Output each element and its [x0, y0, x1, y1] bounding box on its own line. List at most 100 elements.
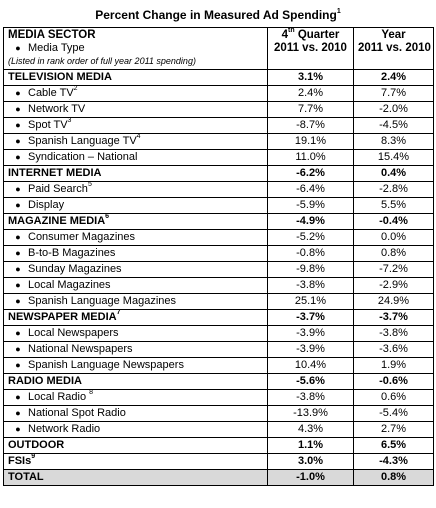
year-change-cell: 0.8%	[353, 245, 434, 262]
year-change-cell: 2.7%	[353, 421, 434, 438]
header-q4-word: Quarter	[294, 29, 340, 41]
row-label-cell: ● Consumer Magazines	[3, 229, 268, 246]
row-label-cell: ● Network Radio	[3, 421, 268, 438]
row-label: National Spot Radio	[28, 407, 126, 419]
year-change-cell: 0.6%	[353, 389, 434, 406]
table-row: ● Sunday Magazines -9.8% -7.2%	[3, 261, 434, 278]
row-label: OUTDOOR	[8, 439, 65, 451]
table-row: ● Local Radio 8 -3.8% 0.6%	[3, 389, 434, 406]
q4-change-cell: -3.8%	[267, 277, 354, 294]
row-label: Spanish Language Magazines	[28, 295, 177, 307]
q4-change-cell: -3.9%	[267, 325, 354, 342]
section-row: RADIO MEDIA -5.6% -0.6%	[3, 373, 434, 390]
q4-change-cell: -9.8%	[267, 261, 354, 278]
bullet-icon: ●	[15, 360, 21, 370]
total-row: TOTAL -1.0% 0.8%	[3, 469, 434, 486]
row-label-cell: RADIO MEDIA	[3, 373, 268, 390]
header-q4-line1: 4th Quarter	[272, 29, 349, 42]
row-label-cell: ● Syndication – National	[3, 149, 268, 166]
q4-change-cell: -5.2%	[267, 229, 354, 246]
row-label: Cable TV	[28, 87, 74, 99]
bullet-icon: ●	[15, 43, 21, 53]
bullet-icon: ●	[15, 184, 21, 194]
year-change-cell: 8.3%	[353, 133, 434, 150]
year-change-cell: 15.4%	[353, 149, 434, 166]
row-label-cell: ● Local Newspapers	[3, 325, 268, 342]
year-change-cell: 0.8%	[353, 469, 434, 486]
q4-change-cell: -5.6%	[267, 373, 354, 390]
bullet-icon: ●	[15, 408, 21, 418]
year-change-cell: 5.5%	[353, 197, 434, 214]
row-label-cell: NEWSPAPER MEDIA7	[3, 309, 268, 326]
q4-change-cell: 11.0%	[267, 149, 354, 166]
year-change-cell: -3.6%	[353, 341, 434, 358]
section-row: TELEVISION MEDIA 3.1% 2.4%	[3, 69, 434, 86]
row-label-cell: ● Spanish Language Newspapers	[3, 357, 268, 374]
year-change-cell: 6.5%	[353, 437, 434, 454]
row-label: TELEVISION MEDIA	[8, 71, 112, 83]
table-body: MEDIA SECTOR ● Media Type (Listed in rank…	[3, 27, 434, 486]
row-label: Network TV	[28, 103, 86, 115]
bullet-icon: ●	[15, 120, 21, 130]
table-title-text: Percent Change in Measured Ad Spending	[95, 8, 337, 22]
row-label: Display	[28, 199, 65, 211]
header-q4-suffix: th	[288, 27, 295, 35]
q4-change-cell: 3.1%	[267, 69, 354, 86]
row-label-cell: ● Cable TV2	[3, 85, 268, 102]
row-label-cell: ● Network TV	[3, 101, 268, 118]
row-label: Local Newspapers	[28, 327, 119, 339]
section-row: NEWSPAPER MEDIA7 -3.7% -3.7%	[3, 309, 434, 326]
q4-change-cell: 10.4%	[267, 357, 354, 374]
row-footnote-marker: 2	[73, 85, 78, 93]
year-change-cell: -7.2%	[353, 261, 434, 278]
row-label: Network Radio	[28, 423, 101, 435]
ad-spending-table: MEDIA SECTOR ● Media Type (Listed in rank…	[3, 27, 434, 486]
q4-change-cell: -3.9%	[267, 341, 354, 358]
table-row: ● Network Radio 4.3% 2.7%	[3, 421, 434, 438]
year-change-cell: 1.9%	[353, 357, 434, 374]
q4-change-cell: -3.8%	[267, 389, 354, 406]
table-row: ● Local Newspapers -3.9% -3.8%	[3, 325, 434, 342]
row-label-cell: ● B-to-B Magazines	[3, 245, 268, 262]
year-change-cell: -2.9%	[353, 277, 434, 294]
table-title: Percent Change in Measured Ad Spending1	[0, 0, 436, 26]
row-footnote-marker: 7	[116, 309, 121, 317]
table-row: ● Display -5.9% 5.5%	[3, 197, 434, 214]
q4-change-cell: 1.1%	[267, 437, 354, 454]
table-row: ● National Spot Radio -13.9% -5.4%	[3, 405, 434, 422]
year-change-cell: -5.4%	[353, 405, 434, 422]
section-row: FSIs9 3.0% -4.3%	[3, 453, 434, 470]
row-footnote-marker: 9	[31, 453, 36, 461]
q4-change-cell: -8.7%	[267, 117, 354, 134]
row-label-cell: MAGAZINE MEDIA6	[3, 213, 268, 230]
row-label: Sunday Magazines	[28, 263, 122, 275]
bullet-icon: ●	[15, 88, 21, 98]
year-change-cell: -0.4%	[353, 213, 434, 230]
row-label: National Newspapers	[28, 343, 133, 355]
row-label-cell: ● Sunday Magazines	[3, 261, 268, 278]
row-footnote-marker: 8	[89, 389, 94, 397]
q4-change-cell: -3.7%	[267, 309, 354, 326]
bullet-icon: ●	[15, 152, 21, 162]
row-label: FSIs	[8, 455, 32, 467]
row-label: Syndication – National	[28, 151, 138, 163]
q4-change-cell: 7.7%	[267, 101, 354, 118]
header-sector-label: MEDIA SECTOR	[8, 29, 96, 41]
q4-change-cell: 2.4%	[267, 85, 354, 102]
section-row: INTERNET MEDIA -6.2% 0.4%	[3, 165, 434, 182]
year-change-cell: -0.6%	[353, 373, 434, 390]
row-label: Paid Search	[28, 183, 88, 195]
row-label-cell: FSIs9	[3, 453, 268, 470]
year-change-cell: -3.7%	[353, 309, 434, 326]
table-row: ● Spanish Language TV4 19.1% 8.3%	[3, 133, 434, 150]
q4-change-cell: 25.1%	[267, 293, 354, 310]
header-note: (Listed in rank order of full year 2011 …	[8, 56, 196, 66]
row-label-cell: OUTDOOR	[3, 437, 268, 454]
row-label: Spot TV	[28, 119, 68, 131]
bullet-icon: ●	[15, 136, 21, 146]
row-label-cell: ● Spanish Language TV4	[3, 133, 268, 150]
row-label: NEWSPAPER MEDIA	[8, 311, 117, 323]
bullet-icon: ●	[15, 280, 21, 290]
bullet-icon: ●	[15, 328, 21, 338]
row-label: Consumer Magazines	[28, 231, 135, 243]
